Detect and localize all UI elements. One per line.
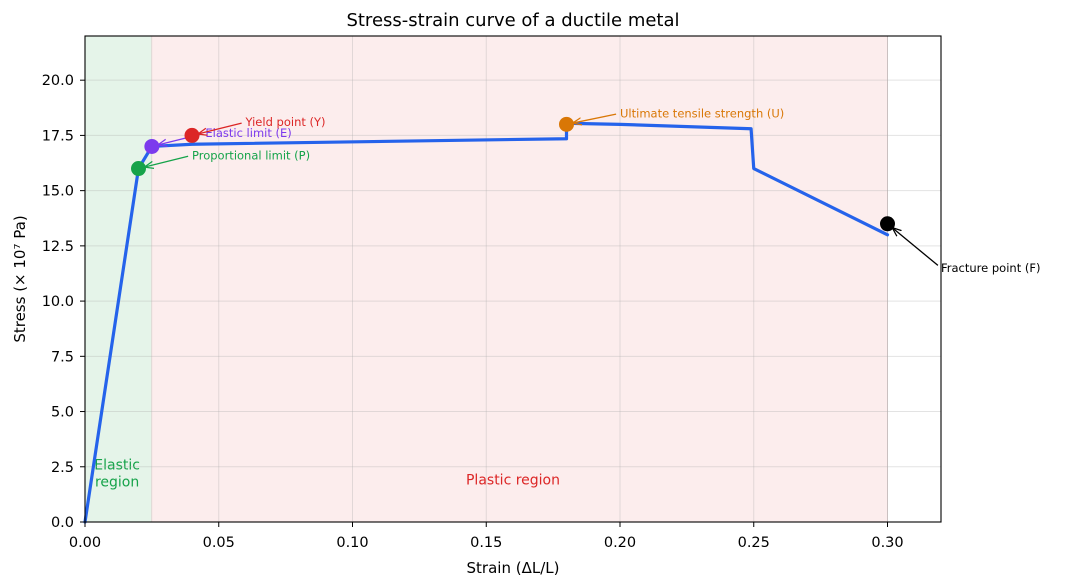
annotation-label: Yield point (Y) <box>245 115 326 129</box>
annotation-label: Elastic limit (E) <box>205 126 291 140</box>
y-tick-label: 17.5 <box>42 128 74 144</box>
region-label-line: Plastic region <box>466 472 560 488</box>
chart-regions: Elastic region Plastic region <box>85 36 888 522</box>
data-point-marker <box>184 127 200 143</box>
data-point-marker <box>131 161 146 177</box>
x-tick-label: 0.30 <box>871 535 903 551</box>
annotation-arrow <box>199 122 242 134</box>
annotation-label: Proportional limit (P) <box>192 148 310 162</box>
x-tick-label: 0.10 <box>336 535 368 551</box>
annotation-arrow <box>145 155 189 167</box>
x-tick-label: 0.20 <box>604 535 636 551</box>
y-tick-label: 5.0 <box>51 405 74 421</box>
chart-axes: 0.00 0.05 0.10 0.15 0.20 0.25 0.30 0.0 2.5 5.0 7.5… <box>42 35 942 551</box>
x-tick-label: 0.25 <box>738 535 770 551</box>
x-tick-label: 0.15 <box>470 535 502 551</box>
region-band-1 <box>151 36 888 522</box>
data-point-marker <box>559 116 574 132</box>
annotation-label: Ultimate tensile strength (U) <box>620 106 784 120</box>
y-tick-label: 7.5 <box>51 349 74 365</box>
region-label-line: Elastic <box>94 457 140 473</box>
y-tick-label: 2.5 <box>51 460 74 476</box>
y-axis-label: Stress (× 10⁷ Pa) <box>11 215 29 342</box>
chart-title: Stress-strain curve of a ductile metal <box>346 10 679 31</box>
y-tick-label: 0.0 <box>51 515 74 531</box>
y-tick-label: 15.0 <box>42 184 74 200</box>
chart-annotations: Proportional limit (P) Elastic limit (E)Y… <box>131 106 1040 275</box>
x-axis-label: Strain (ΔL/L) <box>467 559 560 577</box>
x-tick-label: 0.00 <box>69 535 101 551</box>
annotation-label: Fracture point (F) <box>941 261 1040 275</box>
data-point-marker <box>144 138 160 154</box>
y-tick-label: 20.0 <box>42 73 74 89</box>
annotation-arrow <box>893 228 939 266</box>
x-tick-label: 0.05 <box>203 535 235 551</box>
region-label-1: Plastic region <box>466 472 560 488</box>
annotation-arrow <box>573 113 617 123</box>
region-label-line: region <box>95 474 139 490</box>
data-point-marker <box>880 216 895 232</box>
plot-frame <box>84 35 942 523</box>
y-tick-label: 12.5 <box>42 239 74 255</box>
region-label-0: Elastic region <box>94 457 140 490</box>
y-tick-label: 10.0 <box>42 294 74 310</box>
